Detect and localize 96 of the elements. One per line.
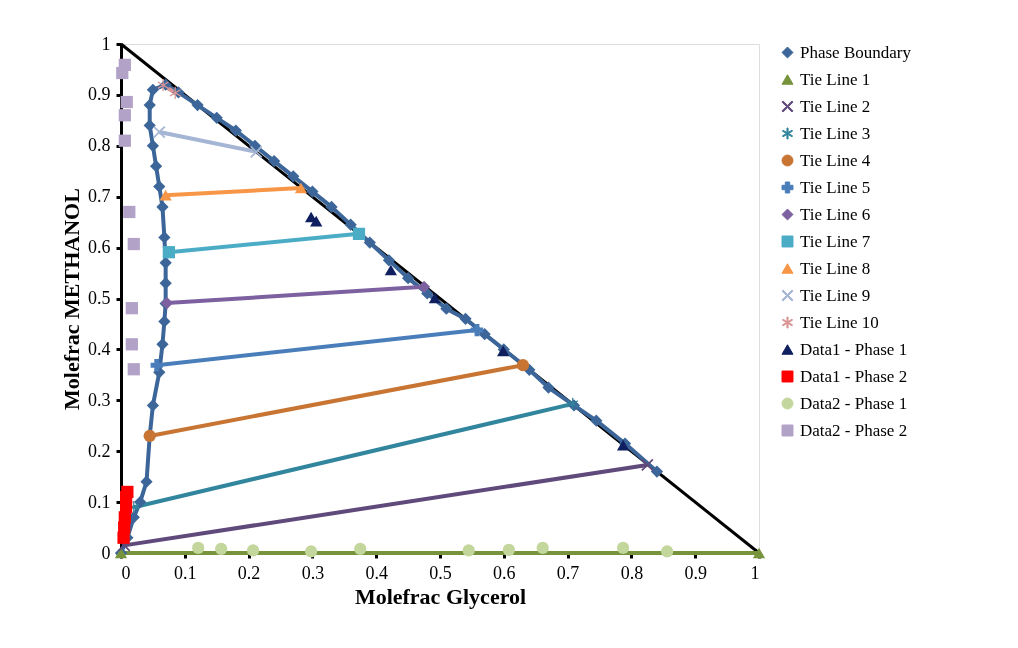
point [344,218,357,231]
point [352,227,366,240]
point [502,543,516,557]
x-tick-label: 0.2 [237,562,261,583]
point [150,359,163,372]
point [382,254,396,267]
point [650,465,664,478]
point [384,264,397,276]
point [462,544,475,557]
point [156,200,169,213]
legend-label: Phase Boundary [800,42,912,62]
point [215,542,228,556]
point [536,541,549,555]
point [661,545,674,558]
point [250,145,263,159]
point [310,215,323,227]
point [125,338,138,351]
y-tick-label: 0.4 [88,338,111,359]
point [127,363,140,376]
x-tick-label: 0.5 [429,562,452,583]
x-tick-label: 0.7 [556,562,580,583]
point [246,544,260,557]
point [516,359,530,372]
point [363,236,376,249]
point [470,323,484,337]
point [428,292,442,304]
y-axis-title: Molefrac METHANOL [59,188,84,410]
y-tick-label: 0.8 [88,135,111,156]
point [118,109,131,122]
point [143,98,156,112]
y-tick-label: 0.1 [88,491,111,512]
legend-label: Tie Line 8 [800,258,871,278]
legend-label: Tie Line 5 [800,177,871,197]
point [192,541,205,555]
point [127,237,140,251]
point [616,541,630,555]
y-tick-label: 1 [101,33,111,54]
point [146,83,160,96]
y-tick-label: 0 [101,542,111,563]
point [325,200,338,213]
point [156,338,169,351]
point [153,180,166,193]
legend-label: Tie Line 6 [800,204,871,224]
point [146,399,160,412]
point [590,414,603,427]
point [116,66,129,80]
legend-label: Tie Line 4 [800,150,871,170]
point [287,170,300,183]
legend-label: Data1 - Phase 1 [800,339,908,359]
y-tick-label: 0.6 [88,237,111,258]
point [268,154,281,168]
legend-label: Data1 - Phase 2 [800,366,908,386]
point [401,272,415,285]
point [191,98,204,112]
point [210,111,223,124]
x-tick-label: 0.6 [493,562,516,583]
legend-label: Tie Line 3 [800,123,871,143]
x-axis-title: Molefrac Glycerol [354,583,527,609]
point [440,302,453,315]
point [229,124,242,137]
y-tick-label: 0.5 [88,288,111,308]
point [162,246,175,259]
x-tick-label: 0.4 [365,562,388,583]
point [354,542,367,556]
point [118,134,131,147]
point [169,86,181,99]
point [143,119,156,132]
x-tick-label: 1 [750,562,760,583]
point [542,381,555,394]
point [123,205,136,219]
x-tick-label: 0 [121,562,131,583]
point [459,312,472,325]
point [149,160,163,173]
x-tick-label: 0.1 [174,562,197,583]
point [117,531,130,544]
point [153,125,166,139]
legend-label: Tie Line 9 [800,285,871,305]
y-tick-label: 0.9 [88,84,111,105]
point [134,495,147,509]
legend-label: Data2 - Phase 1 [800,393,908,413]
y-tick-label: 0.2 [88,440,111,461]
x-tick-label: 0.9 [684,562,707,583]
legend-label: Tie Line 10 [800,312,879,332]
point [125,302,138,315]
point [305,545,318,558]
point [120,95,133,109]
point [306,185,319,198]
y-tick-label: 0.3 [88,389,111,410]
x-tick-label: 0.8 [620,562,644,583]
legend-label: Tie Line 7 [800,231,871,251]
legend-label: Tie Line 2 [800,96,871,116]
y-tick-label: 0.7 [88,186,111,207]
legend-label: Data2 - Phase 2 [800,420,908,440]
legend-label: Tie Line 1 [800,69,871,89]
x-tick-label: 0.3 [301,562,325,583]
point [146,139,160,152]
